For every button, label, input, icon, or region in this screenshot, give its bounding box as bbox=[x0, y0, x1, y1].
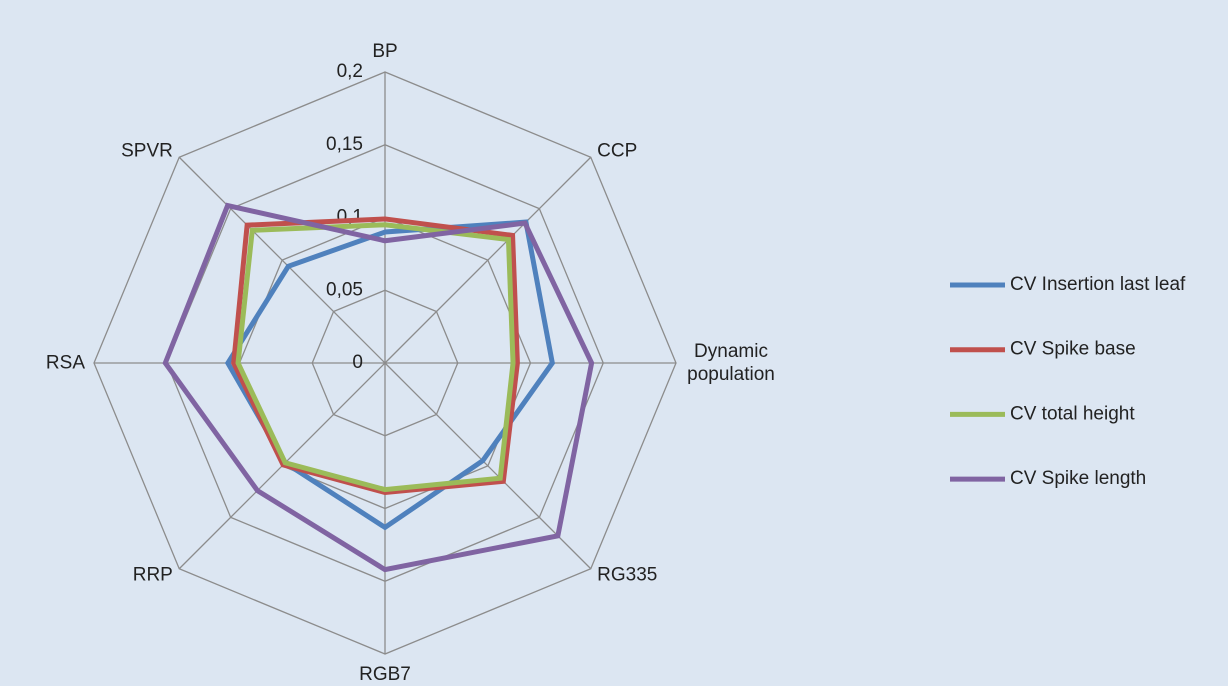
category-label: BP bbox=[372, 41, 398, 62]
tick-label: 0,2 bbox=[337, 61, 363, 82]
legend-label: CV Spike base bbox=[1010, 339, 1136, 360]
category-label: CCP bbox=[597, 140, 638, 162]
series-line bbox=[231, 216, 520, 496]
category-label: SPVR bbox=[121, 140, 173, 162]
category-label: RG335 bbox=[597, 564, 658, 586]
legend-label: CV total height bbox=[1010, 403, 1135, 424]
series-line bbox=[235, 222, 516, 493]
category-label: Dynamic population bbox=[687, 341, 775, 385]
tick-label: 0,15 bbox=[326, 134, 363, 155]
category-label: RGB7 bbox=[359, 664, 411, 685]
category-label: RSA bbox=[45, 352, 85, 374]
series-line bbox=[162, 202, 595, 573]
spoke bbox=[384, 156, 592, 364]
spoke bbox=[178, 156, 386, 364]
legend-label: CV Insertion last leaf bbox=[1010, 274, 1186, 295]
series-line bbox=[224, 219, 555, 531]
category-label: RRP bbox=[132, 564, 173, 586]
legend-label: CV Spike length bbox=[1010, 468, 1146, 489]
tick-label: 0 bbox=[352, 352, 363, 373]
tick-label: 0,05 bbox=[326, 279, 363, 300]
